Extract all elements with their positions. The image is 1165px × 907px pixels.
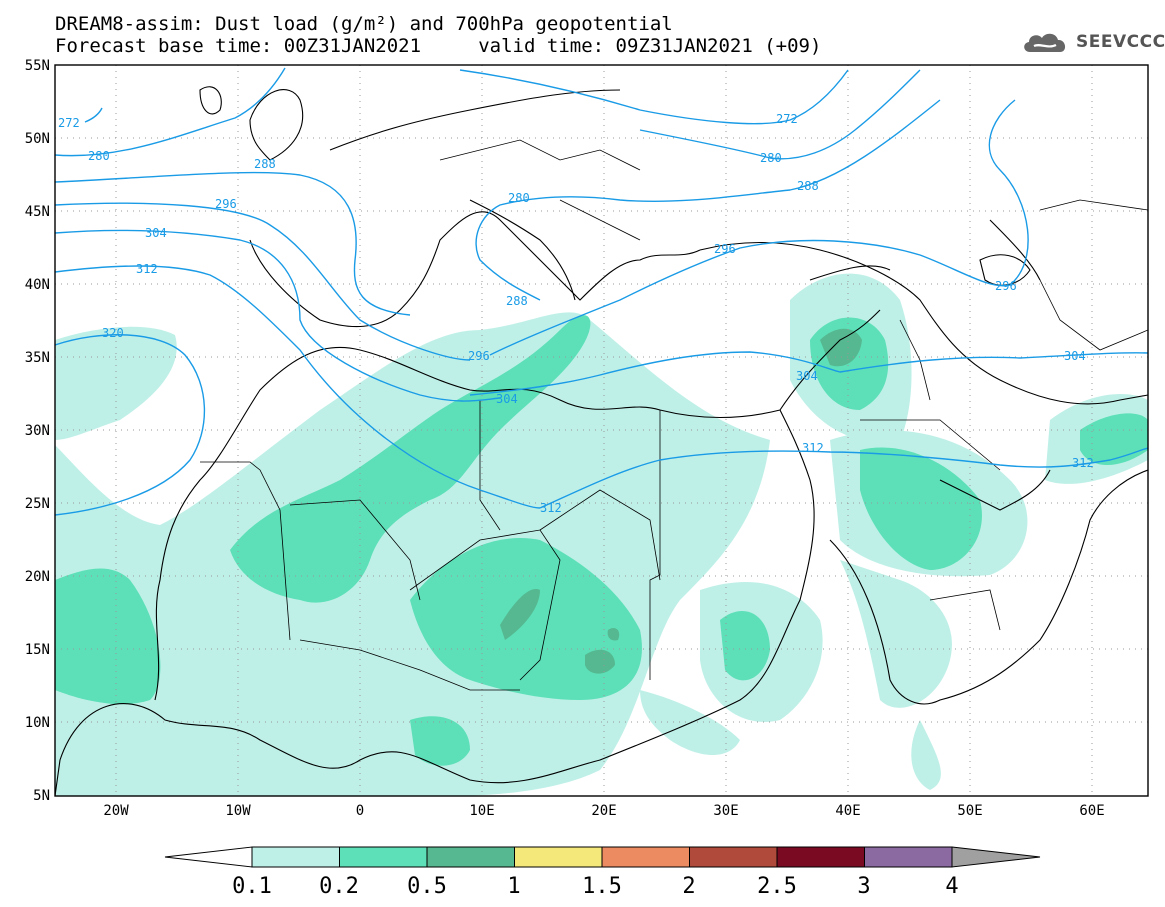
cloud-icon [1024,33,1066,52]
dust-band-mid [55,315,1148,766]
lon-label: 30E [713,803,738,819]
contour-label: 304 [496,392,518,406]
coastlines [55,86,1148,796]
colorbar-label: 1.5 [582,874,622,899]
dust-band-high [500,328,862,674]
colorbar-segment [514,846,603,868]
lon-label: 20W [103,803,129,819]
contour-label: 296 [215,197,237,211]
lon-label: 10E [469,803,494,819]
contour-label: 272 [58,116,80,130]
lat-label: 15N [25,642,50,658]
colorbar-label: 2 [682,874,695,899]
longitude-labels: 20W 10W 0 10E 20E 30E 40E 50E 60E [103,803,1104,819]
contour-label: 280 [88,149,110,163]
contour-label: 280 [760,151,782,165]
contour-label: 280 [508,191,530,205]
contour-label: 312 [540,501,562,515]
contour-label: 288 [797,179,819,193]
colorbar-segment [339,846,428,868]
country-borders [200,139,1148,691]
contour-label: 304 [145,226,167,240]
forecast-time-line: Forecast base time: 00Z31JAN2021 valid t… [55,35,822,57]
colorbar-label: 4 [945,874,958,899]
colorbar [164,846,1041,868]
colorbar-segment [601,846,690,868]
contour-label: 320 [102,326,124,340]
colorbar-segment [776,846,865,868]
lat-label: 35N [25,350,50,366]
colorbar-labels: 0.1 0.2 0.5 1 1.5 2 2.5 3 4 [232,874,959,899]
contour-label: 312 [802,441,824,455]
colorbar-label: 0.2 [319,874,359,899]
colorbar-label: 0.5 [407,874,447,899]
map-title: DREAM8-assim: Dust load (g/m²) and 700hP… [55,13,673,35]
lat-label: 20N [25,569,50,585]
graticule [55,65,1148,796]
lon-label: 10W [225,803,251,819]
lat-label: 30N [25,423,50,439]
contour-label: 296 [468,349,490,363]
contour-label: 288 [506,294,528,308]
colorbar-arrow-low [164,846,253,868]
lat-label: 55N [25,58,50,74]
seevccc-logo: SEEVCCC [1020,28,1165,56]
contour-label: 304 [796,369,818,383]
contour-label: 296 [714,242,736,256]
contour-label: 272 [776,112,798,126]
lat-label: 5N [33,788,50,804]
geopotential-contours [55,67,1148,516]
contour-label: 312 [1072,456,1094,470]
lon-label: 50E [957,803,982,819]
lat-label: 45N [25,204,50,220]
colorbar-arrow-high [951,846,1041,868]
lat-label: 25N [25,496,50,512]
lon-label: 60E [1079,803,1104,819]
contour-label: 288 [254,157,276,171]
lon-label: 20E [591,803,616,819]
colorbar-segment [689,846,778,868]
contour-label: 312 [136,262,158,276]
contour-label: 296 [995,279,1017,293]
lon-label: 0 [356,803,364,819]
logo-text: SEEVCCC [1076,32,1165,52]
latitude-labels: 55N 50N 45N 40N 35N 30N 25N 20N 15N 10N … [25,58,50,804]
colorbar-segment [251,846,340,868]
lat-label: 40N [25,277,50,293]
colorbar-label: 3 [857,874,870,899]
colorbar-segment [426,846,515,868]
contour-label: 304 [1064,349,1086,363]
lat-label: 50N [25,131,50,147]
dust-band-light [55,273,1148,796]
colorbar-label: 0.1 [232,874,272,899]
map-frame [54,64,1149,797]
dust-field [55,273,1148,796]
colorbar-label: 1 [507,874,520,899]
colorbar-label: 2.5 [757,874,797,899]
colorbar-segment [864,846,953,868]
lat-label: 10N [25,715,50,731]
contour-labels: 272 280 288 296 304 312 320 272 280 288 … [58,112,1094,515]
lon-label: 40E [835,803,860,819]
